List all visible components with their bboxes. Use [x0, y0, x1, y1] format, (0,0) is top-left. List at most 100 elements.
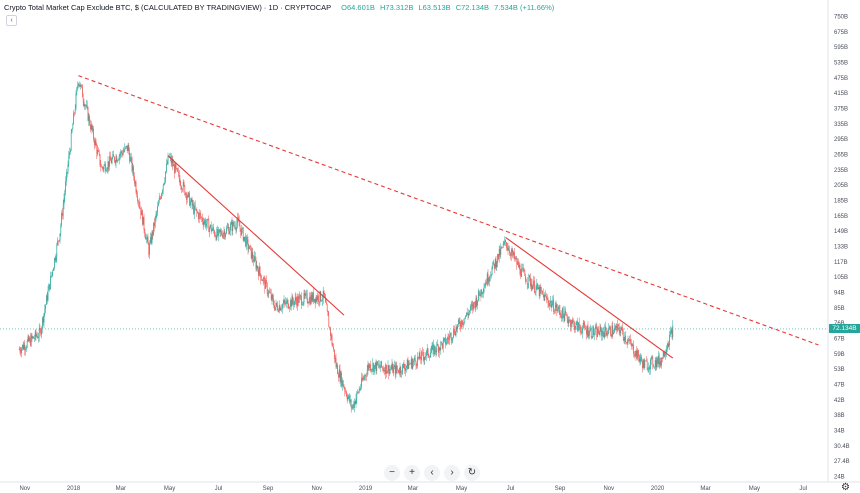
- candle: [271, 294, 273, 305]
- candle: [381, 360, 382, 369]
- candle: [214, 229, 215, 238]
- candle: [91, 123, 93, 134]
- candle: [216, 226, 218, 241]
- candle: [488, 277, 490, 285]
- y-tick-label: 59B: [834, 352, 845, 358]
- candle: [190, 197, 192, 203]
- candle: [261, 274, 262, 281]
- candle: [142, 209, 143, 227]
- candle: [666, 342, 668, 353]
- x-tick-label: Nov: [311, 486, 322, 492]
- candle: [672, 320, 674, 341]
- candle: [255, 256, 257, 272]
- candle: [459, 317, 461, 330]
- candle: [18, 346, 20, 350]
- reset-chart-button[interactable]: ↻: [464, 465, 480, 481]
- candle: [454, 331, 456, 336]
- candle: [114, 160, 116, 166]
- candle: [567, 316, 569, 327]
- scroll-left-button[interactable]: ‹: [424, 465, 440, 481]
- candle: [35, 328, 37, 341]
- candle: [66, 168, 67, 186]
- candle: [186, 191, 187, 205]
- y-tick-label: 34B: [834, 429, 845, 435]
- candle: [458, 318, 459, 328]
- candle: [471, 300, 473, 311]
- candle: [60, 223, 62, 237]
- candle: [49, 284, 50, 293]
- candle: [549, 300, 550, 311]
- candle: [482, 288, 484, 299]
- candle: [543, 294, 545, 301]
- candle: [438, 344, 439, 357]
- candle: [580, 325, 582, 336]
- trendline-1[interactable]: [78, 75, 819, 346]
- candle: [384, 366, 386, 376]
- candle: [539, 285, 541, 298]
- candle: [110, 151, 111, 161]
- candle: [248, 243, 250, 253]
- candle: [361, 372, 362, 390]
- candle: [458, 317, 460, 324]
- zoom-out-button[interactable]: −: [384, 465, 400, 481]
- candle: [339, 364, 341, 384]
- candle: [626, 341, 627, 345]
- candle: [523, 267, 525, 272]
- candle: [332, 343, 334, 348]
- candle: [141, 206, 142, 216]
- candle: [347, 393, 349, 401]
- settings-gear-icon[interactable]: ⚙: [841, 482, 850, 493]
- candle: [623, 337, 625, 344]
- x-tick-label: Sep: [555, 486, 566, 492]
- candle: [246, 235, 247, 251]
- candle: [53, 267, 54, 272]
- candle: [414, 355, 415, 366]
- candle: [572, 316, 574, 324]
- candle: [112, 151, 114, 160]
- candle: [268, 290, 270, 299]
- candle: [577, 317, 578, 333]
- y-tick-label: 205B: [834, 183, 848, 189]
- trendline-3[interactable]: [505, 237, 674, 359]
- candle: [293, 297, 294, 310]
- last-price-label: 72.134B: [829, 324, 860, 334]
- candle: [654, 357, 656, 371]
- candle: [28, 334, 30, 342]
- candle: [537, 282, 538, 291]
- candle: [635, 349, 637, 362]
- candle: [625, 331, 626, 345]
- candle: [402, 364, 403, 376]
- candle: [622, 328, 624, 341]
- candle: [148, 242, 150, 258]
- candle: [345, 387, 346, 394]
- candle: [346, 389, 347, 398]
- candle: [142, 216, 144, 225]
- candle: [130, 152, 132, 164]
- candle: [138, 198, 140, 210]
- candle: [344, 386, 346, 397]
- scroll-right-button[interactable]: ›: [444, 465, 460, 481]
- candle: [514, 248, 515, 262]
- candle: [95, 138, 97, 146]
- candle: [551, 300, 553, 308]
- candle: [412, 358, 414, 371]
- candle: [170, 153, 172, 167]
- collapse-caret-icon[interactable]: ‹: [6, 15, 17, 26]
- candle: [78, 82, 79, 89]
- candle: [435, 347, 437, 358]
- candle: [108, 161, 110, 172]
- candle: [208, 215, 210, 233]
- candle: [106, 167, 108, 173]
- candle: [171, 155, 173, 168]
- zoom-in-button[interactable]: +: [404, 465, 420, 481]
- open-value: O64.601B: [341, 3, 375, 12]
- candle: [183, 180, 185, 188]
- candle: [528, 273, 530, 289]
- candle: [434, 344, 435, 357]
- chart-header: Crypto Total Market Cap Exclude BTC, $ (…: [4, 3, 557, 12]
- candle: [470, 304, 471, 314]
- candle: [579, 323, 581, 334]
- trendline-2[interactable]: [168, 156, 345, 316]
